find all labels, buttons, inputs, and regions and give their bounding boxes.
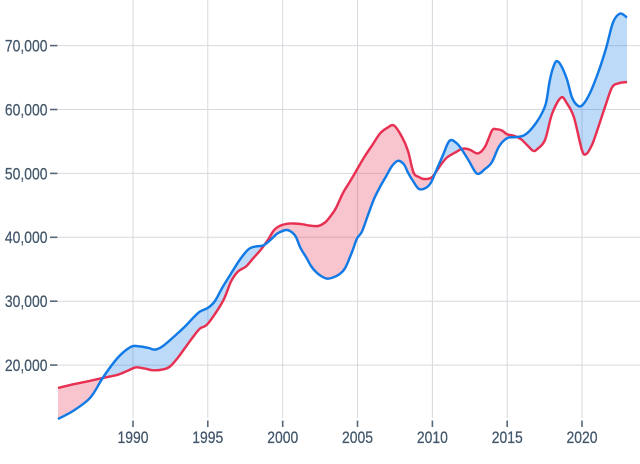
svg-text:1990: 1990 <box>118 429 149 448</box>
svg-text:50,000: 50,000 <box>5 165 48 184</box>
svg-text:2020: 2020 <box>567 429 598 448</box>
svg-text:2005: 2005 <box>342 429 373 448</box>
svg-text:2015: 2015 <box>492 429 523 448</box>
svg-text:60,000: 60,000 <box>5 101 48 120</box>
svg-text:30,000: 30,000 <box>5 293 48 312</box>
svg-text:2000: 2000 <box>267 429 298 448</box>
svg-text:20,000: 20,000 <box>5 357 48 376</box>
svg-text:1995: 1995 <box>192 429 223 448</box>
svg-text:2010: 2010 <box>417 429 448 448</box>
svg-text:40,000: 40,000 <box>5 229 48 248</box>
svg-text:70,000: 70,000 <box>5 37 48 56</box>
